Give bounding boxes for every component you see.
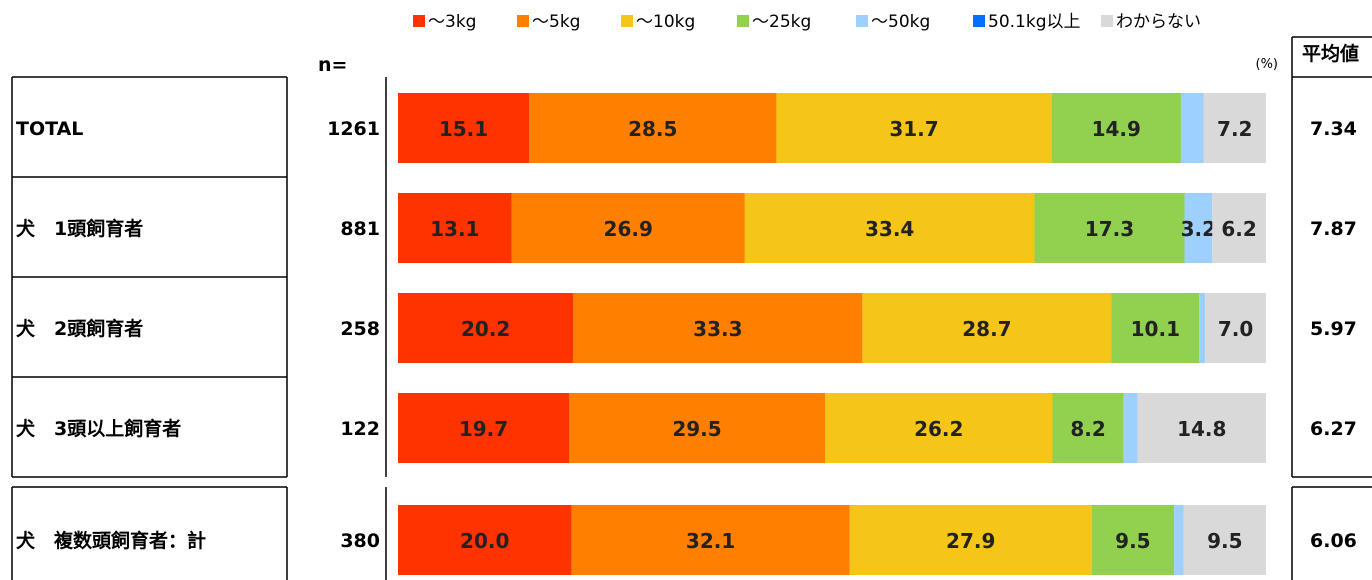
bar-segment [1174,505,1184,575]
legend-label: ～25kg [752,12,811,32]
segment-value-label: 20.2 [461,317,510,341]
bar-segment [511,193,745,263]
bar-segment [1199,293,1206,363]
legend-label: 50.1kg以上 [988,12,1081,32]
bar-segment [1034,193,1185,263]
segment-value-label: 10.1 [1131,317,1180,341]
bar-segment [571,505,850,575]
bar-segment [1205,293,1266,363]
segment-value-label: 19.7 [459,417,508,441]
segment-value-label: 6.2 [1221,217,1256,241]
segment-value-label: 28.7 [962,317,1011,341]
segment-value-label: 7.0 [1218,317,1253,341]
row-average-value: 5.97 [1310,318,1357,340]
row-label: 犬 1頭飼育者 [16,217,143,240]
segment-value-label: 31.7 [889,117,938,141]
legend-swatch [973,15,985,27]
segment-value-label: 29.5 [672,417,721,441]
segment-value-label: 26.2 [914,417,963,441]
bar-segment [744,193,1035,263]
legend-swatch [517,15,529,27]
segment-value-label: 14.9 [1092,117,1141,141]
bar-segment [568,393,826,463]
bar-segment [1051,93,1181,163]
bar-segment [398,393,569,463]
bar-segment [573,293,863,363]
chart-row: 犬 複数頭飼育者：計 380 6.06 20.0 32.1 27.9 9.5 9.5 [16,505,1357,575]
segment-value-label: 14.8 [1177,417,1226,441]
legend-label: わからない [1116,12,1201,32]
row-n-value: 1261 [327,118,380,140]
bar-segment [398,193,512,263]
bar-segment [1212,193,1266,263]
segment-value-label: 33.4 [865,217,914,241]
legend-label: ～10kg [636,12,695,32]
bar-segment [1111,293,1200,363]
segment-value-label: 13.1 [430,217,479,241]
bar-segment [1123,393,1138,463]
table-frame [11,36,1372,580]
average-column-header: 平均値 [1302,42,1359,65]
legend-swatch [856,15,868,27]
segment-value-label: 7.2 [1217,117,1252,141]
percent-unit-label: (%) [1256,57,1279,72]
legend-swatch [413,15,425,27]
legend-label: ～5kg [532,12,580,32]
bar-segment [1203,93,1266,163]
legend-label: ～3kg [428,12,476,32]
bar-segment [1052,393,1124,463]
chart-row: 犬 2頭飼育者 258 5.97 20.2 33.3 28.7 10.1 7.0 [16,293,1357,363]
legend-label: ～50kg [871,12,930,32]
segment-value-label: 8.2 [1070,417,1105,441]
chart-row: 犬 3頭以上飼育者 122 6.27 19.7 29.5 26.2 8.2 14.8 [16,393,1357,463]
legend-swatch [1101,15,1113,27]
row-average-value: 6.06 [1310,530,1357,552]
chart-rows: TOTAL 1261 7.34 15.1 28.5 31.7 14.9 7.2 犬 1頭飼育者 8… [16,93,1357,575]
segment-value-label: 28.5 [628,117,677,141]
chart-row: 犬 1頭飼育者 881 7.87 13.1 26.9 33.4 17.3 3.2 6.2 [16,193,1357,263]
segment-value-label: 3.2 [1181,217,1216,241]
bar-segment [398,293,574,363]
segment-value-label: 15.1 [439,117,488,141]
row-n-value: 258 [340,318,380,340]
row-n-value: 380 [340,530,380,552]
row-label: 犬 複数頭飼育者：計 [16,529,206,552]
row-label: 犬 2頭飼育者 [16,317,143,340]
segment-value-label: 9.5 [1115,529,1150,553]
bar-segment [398,93,530,163]
bar-segment [849,505,1092,575]
segment-value-label: 20.0 [460,529,509,553]
bar-segment [1091,505,1175,575]
row-average-value: 7.34 [1310,118,1357,140]
row-average-value: 7.87 [1310,218,1357,240]
segment-value-label: 32.1 [686,529,735,553]
row-n-value: 122 [340,418,380,440]
segment-value-label: 26.9 [604,217,653,241]
bar-segment [776,93,1052,163]
legend-swatch [621,15,633,27]
chart-row: TOTAL 1261 7.34 15.1 28.5 31.7 14.9 7.2 [16,93,1357,163]
bar-segment [1184,193,1213,263]
row-n-value: 881 [340,218,380,240]
chart-legend: ～3kg ～5kg ～10kg ～25kg ～50kg 50.1kg以上 わからない [413,12,1201,32]
legend-swatch [737,15,749,27]
bar-segment [825,393,1053,463]
bar-segment [529,93,777,163]
row-label: TOTAL [16,118,83,140]
segment-value-label: 27.9 [946,529,995,553]
bar-segment [862,293,1112,363]
bar-segment [1180,93,1204,163]
n-column-header: n= [318,54,347,76]
bar-segment [398,505,572,575]
segment-value-label: 9.5 [1207,529,1242,553]
row-label: 犬 3頭以上飼育者 [16,417,181,440]
bar-segment [1183,505,1266,575]
segment-value-label: 17.3 [1085,217,1134,241]
bar-segment [1137,393,1266,463]
segment-value-label: 33.3 [693,317,742,341]
row-average-value: 6.27 [1310,418,1357,440]
